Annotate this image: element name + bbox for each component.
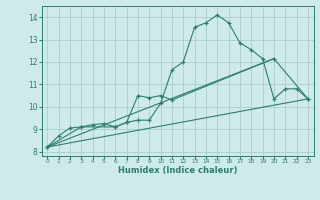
- X-axis label: Humidex (Indice chaleur): Humidex (Indice chaleur): [118, 166, 237, 175]
